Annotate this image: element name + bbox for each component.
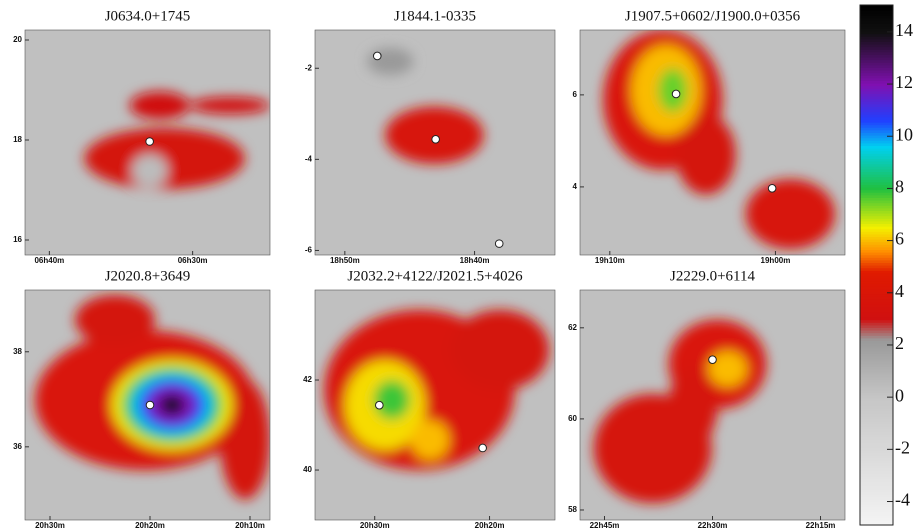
x-tick-label: 06h30m <box>178 256 208 265</box>
map-panel <box>580 290 845 520</box>
panel-title: J0634.0+1745 <box>105 8 191 24</box>
y-tick-label: 36 <box>13 442 22 451</box>
x-tick-label: 06h40m <box>34 256 64 265</box>
significance-blob <box>669 367 718 446</box>
source-marker <box>146 401 154 409</box>
source-marker <box>495 240 503 248</box>
map-panel <box>315 290 555 520</box>
x-tick-label: 22h30m <box>698 521 728 530</box>
colorbar-tick-label: 6 <box>895 229 904 249</box>
y-tick-label: 58 <box>568 505 577 514</box>
panel-title: J2229.0+6114 <box>670 268 755 284</box>
figure: J0634.0+174516182006h40m06h30mJ1844.1-03… <box>0 0 921 531</box>
x-tick-label: 20h20m <box>135 521 165 530</box>
source-marker <box>768 184 776 192</box>
source-marker <box>479 444 487 452</box>
y-tick-label: 4 <box>573 182 578 191</box>
panel-title: J2032.2+4122/J2021.5+4026 <box>347 268 523 284</box>
source-marker <box>146 138 154 146</box>
y-tick-label: 42 <box>303 375 312 384</box>
panel-title: J2020.8+3649 <box>105 268 191 284</box>
colorbar-tick-label: 12 <box>895 72 913 92</box>
panel-title: J1907.5+0602/J1900.0+0356 <box>625 8 801 24</box>
map-panel <box>315 30 555 255</box>
y-tick-label: -2 <box>305 63 313 72</box>
x-tick-label: 20h10m <box>235 521 265 530</box>
x-tick-label: 22h15m <box>806 521 836 530</box>
colorbar-tick-label: 0 <box>895 385 904 405</box>
significance-blob <box>130 92 190 120</box>
x-tick-label: 19h00m <box>761 256 791 265</box>
y-tick-label: 62 <box>568 323 577 332</box>
significance-blob <box>190 97 270 114</box>
source-marker <box>709 356 717 364</box>
significance-blob <box>132 154 168 187</box>
significance-blob <box>367 48 414 75</box>
significance-blob <box>75 295 155 345</box>
significance-blob <box>451 310 550 390</box>
y-tick-label: 6 <box>573 90 578 99</box>
colorbar-tick-label: 2 <box>895 333 904 353</box>
source-marker <box>376 401 384 409</box>
y-tick-label: 60 <box>568 414 577 423</box>
x-tick-label: 18h40m <box>460 256 490 265</box>
colorbar-tick-label: -2 <box>895 437 910 457</box>
x-tick-label: 20h30m <box>35 521 65 530</box>
significance-blob <box>410 420 449 460</box>
x-tick-label: 19h10m <box>595 256 625 265</box>
map-panel <box>580 30 845 255</box>
colorbar-tick-label: 14 <box>895 20 913 40</box>
colorbar-tick-label: 8 <box>895 177 904 197</box>
x-tick-label: 20h20m <box>475 521 505 530</box>
significance-blob <box>84 128 244 189</box>
y-tick-label: 40 <box>303 465 312 474</box>
y-tick-label: -6 <box>305 246 313 255</box>
colorbar-tick-label: 4 <box>895 281 904 301</box>
x-tick-label: 18h50m <box>330 256 360 265</box>
y-tick-label: 20 <box>13 35 22 44</box>
source-marker <box>432 136 440 144</box>
y-tick-label: 18 <box>13 135 22 144</box>
x-tick-label: 20h30m <box>360 521 390 530</box>
significance-blob <box>746 179 835 249</box>
source-marker <box>672 90 680 98</box>
x-tick-label: 22h45m <box>590 521 620 530</box>
map-panel <box>25 290 270 520</box>
colorbar-tick-label: -4 <box>895 490 910 510</box>
colorbar-tick-label: 10 <box>895 124 913 144</box>
panel-title: J1844.1-0335 <box>394 8 476 24</box>
y-tick-label: -4 <box>305 154 313 163</box>
y-tick-label: 16 <box>13 235 22 244</box>
map-panel <box>25 30 270 255</box>
significance-blob <box>374 380 411 420</box>
source-marker <box>373 52 381 60</box>
significance-blob <box>658 68 688 112</box>
significance-blob <box>160 395 184 415</box>
y-tick-label: 38 <box>13 347 22 356</box>
